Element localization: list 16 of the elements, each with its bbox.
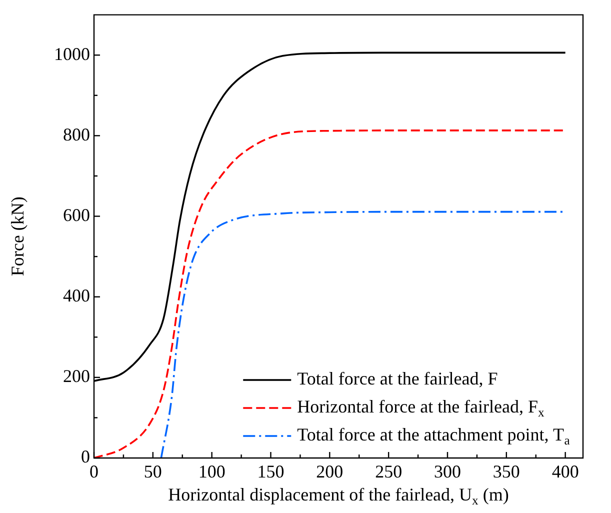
y-tick-label: 200: [63, 366, 90, 386]
x-tick-label: 250: [375, 462, 402, 482]
y-tick-label: 1000: [54, 44, 90, 64]
x-tick-label: 350: [492, 462, 520, 482]
legend-label: Total force at the fairlead, F: [297, 368, 498, 389]
x-tick-label: 200: [316, 462, 344, 482]
y-tick-label: 600: [63, 204, 90, 225]
y-axis-title: Force (kN): [8, 196, 28, 276]
y-tick-label: 400: [63, 286, 90, 306]
y-tick-label: 800: [63, 124, 90, 144]
x-tick-label: 400: [552, 462, 579, 482]
x-tick-label: 50: [144, 462, 162, 482]
x-tick-label: 150: [257, 462, 284, 482]
x-tick-label: 300: [434, 462, 461, 482]
y-tick-label: 0: [81, 446, 90, 467]
x-tick-label: 100: [198, 462, 226, 482]
